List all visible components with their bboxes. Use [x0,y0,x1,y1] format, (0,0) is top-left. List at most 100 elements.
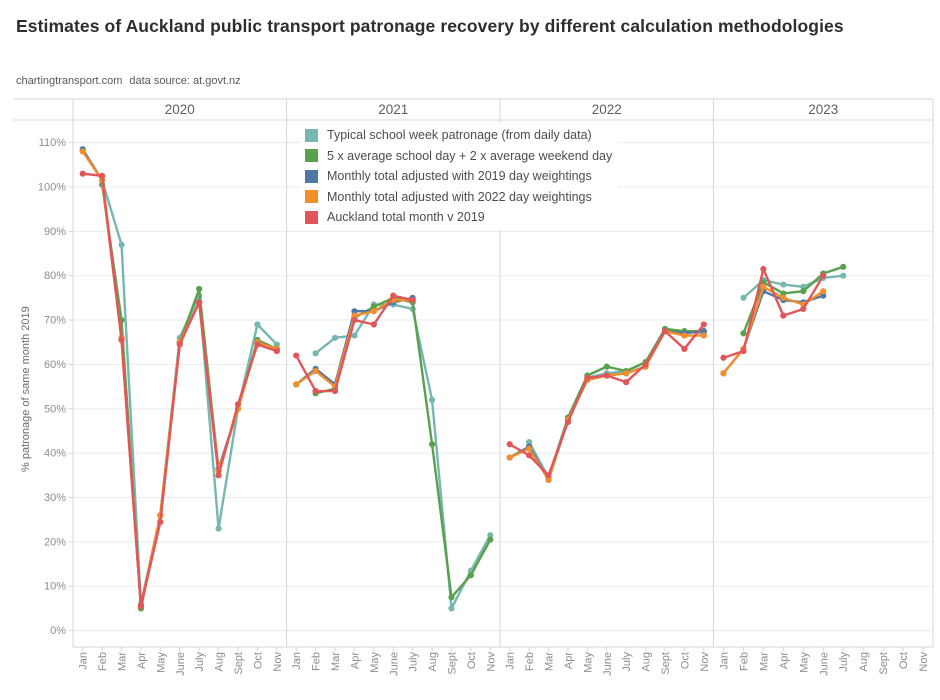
data-point-1 [800,288,807,295]
data-point-4 [390,292,397,299]
x-tick-label: June [602,652,614,676]
data-point-4 [273,348,280,355]
series-line-4 [82,172,278,608]
legend-item-1[interactable]: 5 x average school day + 2 x average wee… [305,146,612,167]
data-point-0 [840,272,847,279]
x-tick-label: Feb [311,652,323,671]
legend-item-3[interactable]: Monthly total adjusted with 2022 day wei… [305,187,612,208]
x-tick-label: June [818,652,830,676]
data-point-4 [526,452,533,459]
x-tick-label: Feb [97,652,109,671]
data-point-3 [820,288,827,295]
data-point-3 [526,445,533,452]
data-point-4 [545,472,552,479]
data-point-4 [642,361,649,368]
x-tick-label: Aug [427,652,439,672]
data-point-0 [312,350,319,357]
x-tick-label: July [194,652,206,672]
data-point-3 [79,148,86,155]
data-point-1 [196,285,203,293]
data-point-4 [234,401,242,408]
data-point-4 [681,345,688,352]
series-line-0 [100,179,278,606]
data-point-4 [293,352,300,359]
x-tick-label: Apr [563,652,575,669]
legend-swatch-4 [305,210,318,224]
panel-header-2021: 2021 [378,102,408,117]
x-tick-label: Mar [758,652,770,671]
data-point-3 [780,294,787,301]
data-point-1 [428,441,436,448]
data-point-1 [370,303,377,310]
series-line-4 [723,267,825,359]
data-point-4 [820,272,827,279]
x-tick-label: Mar [544,652,556,671]
y-tick-label: 100% [38,181,66,193]
x-tick-label: Jan [291,652,303,670]
source-note: data source: at.govt.nz [129,75,241,87]
y-tick-label: 110% [39,137,67,149]
x-tick-label: Mar [330,652,342,671]
legend: Typical school week patronage (from dail… [301,123,619,230]
x-tick-label: Jan [505,652,517,670]
data-point-0 [254,321,261,328]
x-tick-label: May [155,652,167,673]
x-tick-label: Oct [898,652,910,669]
legend-swatch-0 [305,128,318,142]
data-point-4 [409,296,416,304]
data-point-0 [448,605,455,612]
data-point-4 [254,341,261,348]
x-tick-label: Apr [349,652,361,669]
data-point-0 [331,334,339,341]
legend-label-0: Typical school week patronage (from dail… [327,128,592,143]
data-point-3 [545,476,552,483]
data-point-1 [780,290,787,297]
chart-subtitle: chartingtransport.com data source: at.gov… [16,75,248,87]
data-point-1 [467,572,474,579]
legend-item-0[interactable]: Typical school week patronage (from dail… [305,125,612,146]
legend-swatch-3 [305,190,318,204]
x-tick-label: May [582,652,594,673]
data-point-3 [681,332,688,339]
x-tick-label: Aug [858,652,870,672]
data-point-4 [331,387,339,395]
legend-item-2[interactable]: Monthly total adjusted with 2019 day wei… [305,166,612,187]
data-point-0 [780,281,787,288]
data-point-4 [196,299,203,306]
x-tick-label: Sept [233,652,245,675]
legend-swatch-1 [305,149,318,163]
data-point-3 [700,332,707,339]
x-tick-label: May [798,652,810,673]
data-point-4 [157,518,164,526]
data-point-4 [137,603,145,610]
x-tick-label: Jan [718,652,730,670]
series-line-1 [742,265,844,334]
x-tick-label: Aug [214,652,226,672]
legend-label-2: Monthly total adjusted with 2019 day wei… [327,169,592,184]
series-line-3 [81,150,278,608]
x-tick-label: May [369,652,381,673]
data-point-4 [312,387,319,395]
data-point-4 [79,170,86,177]
series-line-2 [722,290,824,375]
data-point-3 [506,454,513,461]
data-point-4 [760,265,767,273]
data-point-2 [351,308,358,315]
panel-header-2023: 2023 [808,102,838,117]
panel-header-2020: 2020 [165,102,195,117]
legend-item-4[interactable]: Auckland total month v 2019 [305,207,612,228]
data-point-4 [176,341,183,348]
legend-swatch-2 [305,169,318,183]
x-tick-label: July [838,652,850,672]
series-line-0 [314,303,492,610]
data-point-0 [273,341,280,348]
data-point-1 [448,594,455,601]
x-tick-label: June [388,652,400,676]
data-point-0 [428,396,436,404]
y-tick-label: 0% [50,625,66,637]
data-point-1 [603,363,610,370]
x-tick-label: Nov [485,652,497,672]
x-tick-label: Feb [738,652,750,671]
